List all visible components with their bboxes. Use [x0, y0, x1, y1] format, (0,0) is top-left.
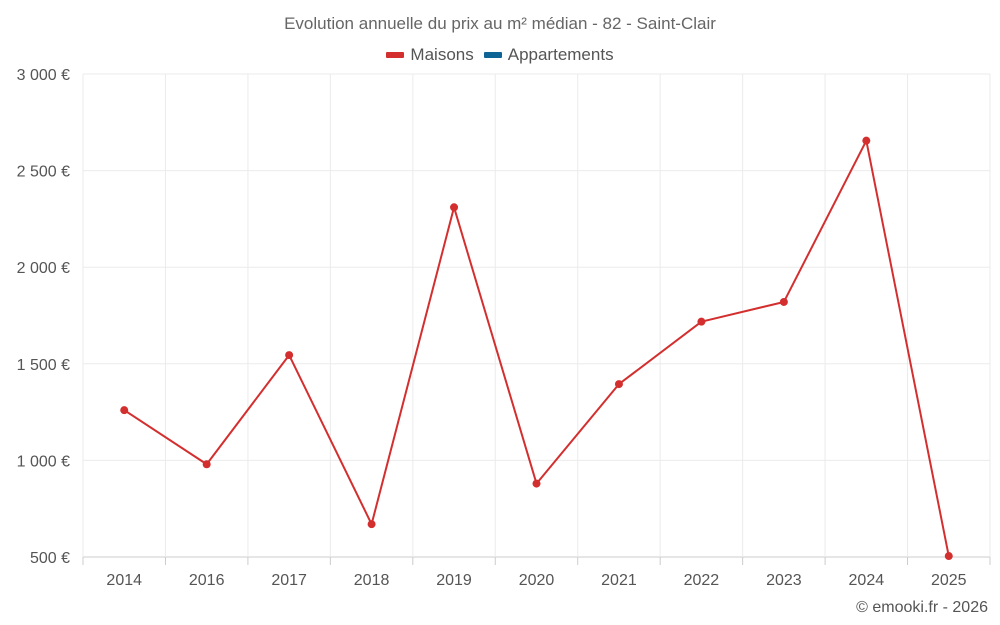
data-point[interactable] [202, 460, 211, 469]
legend-item-appartements[interactable]: Appartements [483, 45, 614, 65]
data-point[interactable] [614, 380, 623, 389]
chart-title: Evolution annuelle du prix au m² médian … [284, 14, 716, 33]
data-point[interactable] [862, 136, 871, 145]
y-tick-label: 1 500 € [17, 357, 70, 374]
legend-label-maisons: Maisons [410, 45, 474, 64]
y-tick-label: 2 000 € [17, 260, 70, 277]
x-tick-label: 2022 [684, 572, 720, 589]
data-point[interactable] [450, 203, 459, 212]
x-tick-label: 2019 [436, 572, 472, 589]
data-point[interactable] [779, 297, 788, 306]
x-tick-label: 2023 [766, 572, 802, 589]
y-tick-label: 500 € [30, 550, 70, 567]
data-point[interactable] [944, 552, 953, 561]
data-point[interactable] [120, 406, 129, 415]
x-tick-label: 2018 [354, 572, 390, 589]
credit-text: © emooki.fr - 2026 [856, 599, 988, 616]
legend-swatch-maisons [386, 52, 405, 58]
legend: Maisons Appartements [0, 45, 1000, 65]
x-tick-label: 2017 [271, 572, 307, 589]
x-tick-label: 2024 [849, 572, 885, 589]
series-layer [120, 136, 953, 561]
x-tick-label: 2021 [601, 572, 637, 589]
legend-item-maisons[interactable]: Maisons [386, 45, 474, 65]
x-tick-label: 2025 [931, 572, 967, 589]
y-tick-label: 2 500 € [17, 164, 70, 181]
y-tick-label: 3 000 € [17, 67, 70, 84]
x-tick-label: 2014 [106, 572, 142, 589]
legend-label-appartements: Appartements [507, 45, 614, 64]
data-point[interactable] [367, 520, 376, 529]
data-point[interactable] [532, 479, 541, 488]
data-point[interactable] [285, 351, 294, 360]
axis-layer: 500 € 1 000 € 1 500 € 2 000 € 2 500 € 3 000 €… [17, 67, 991, 589]
x-tick-label: 2020 [519, 572, 555, 589]
y-tick-label: 1 000 € [17, 453, 70, 470]
x-tick-label: 2016 [189, 572, 225, 589]
grid-layer [82, 73, 991, 558]
legend-swatch-appartements [483, 52, 502, 58]
data-point[interactable] [697, 317, 706, 326]
